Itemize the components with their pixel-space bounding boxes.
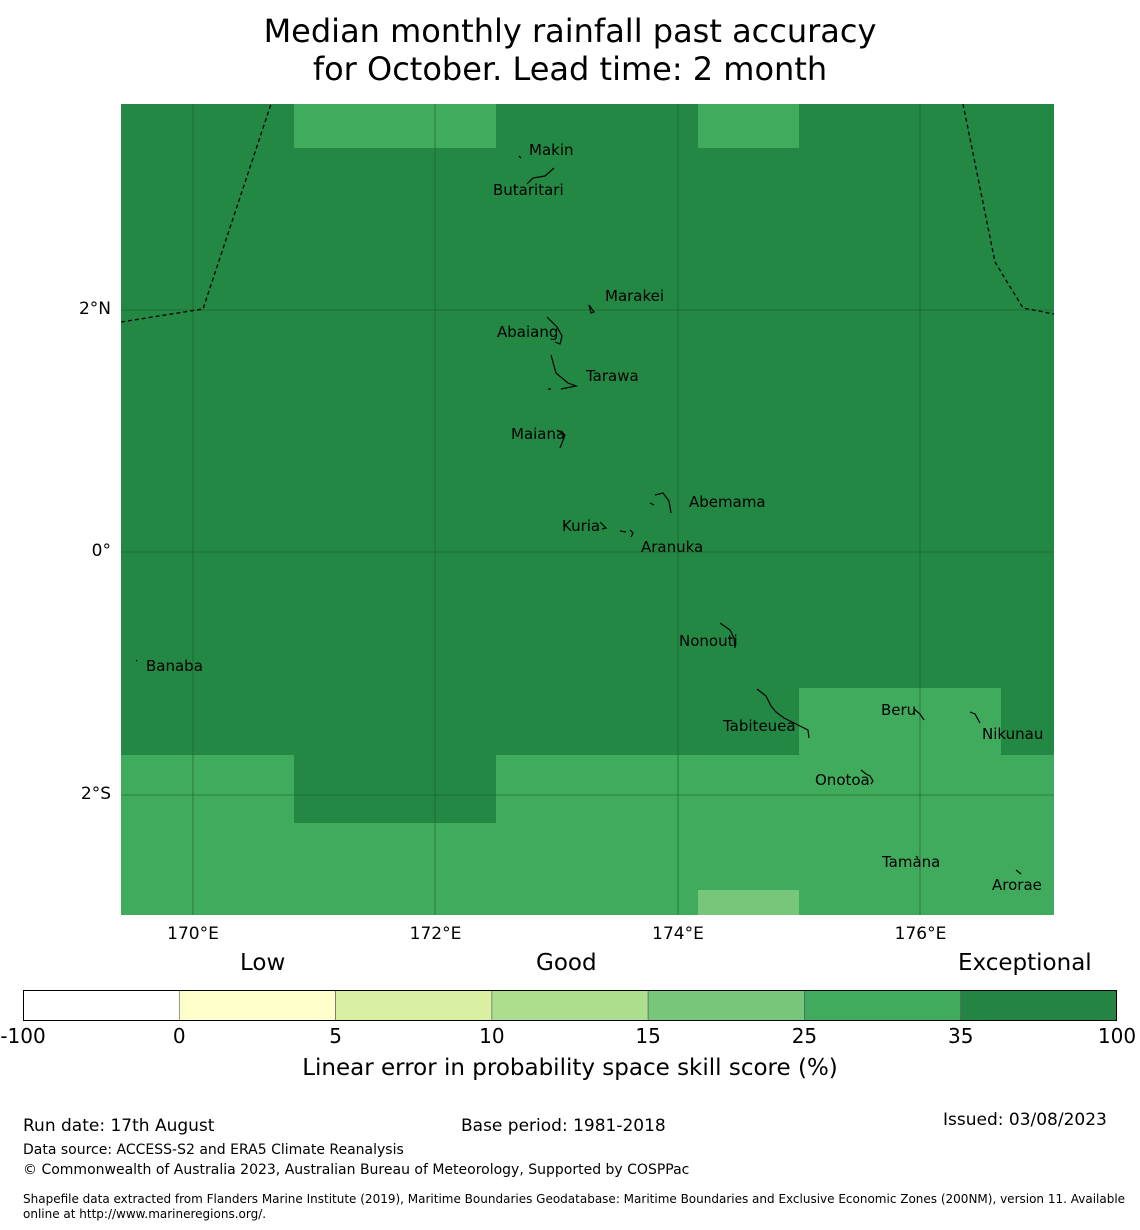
colorbar-tick-label: 15: [635, 1024, 661, 1048]
category-exceptional: Exceptional: [958, 950, 1092, 976]
place-label-maiana: Maiana: [511, 425, 565, 443]
place-label-onotoa: Onotoa: [815, 771, 870, 789]
data-source: Data source: ACCESS-S2 and ERA5 Climate …: [23, 1142, 404, 1158]
place-label-tamana: Tamana: [881, 853, 940, 871]
island-outline-abaiang: [546, 316, 563, 345]
island-outline-tarawa: [548, 354, 579, 390]
skill-cell: [121, 755, 294, 915]
colorbar-label: Linear error in probability space skill …: [302, 1055, 838, 1081]
place-label-beru: Beru: [881, 701, 916, 719]
eez-boundary-west: [120, 103, 272, 323]
base-period: Base period: 1981-2018: [461, 1116, 666, 1136]
issued-date: Issued: 03/08/2023: [943, 1110, 1107, 1130]
island-outline-tabiteuea: [756, 688, 810, 739]
colorbar-border: [23, 990, 1117, 1021]
colorbar-segment: [335, 990, 493, 1021]
colorbar-segment: [804, 990, 962, 1021]
place-label-banaba: Banaba: [146, 657, 203, 675]
place-label-tabiteuea: Tabiteuea: [722, 717, 796, 735]
eez-boundaries: [120, 103, 1055, 323]
colorbar-tick-label: 25: [791, 1024, 818, 1048]
lat-tick-label: 0°: [91, 541, 111, 561]
colorbar-segment: [178, 990, 336, 1021]
skill-cell: [496, 755, 1054, 915]
island-outline-nonouti: [719, 622, 736, 649]
skill-cell: [799, 688, 1001, 755]
copyright: © Commonwealth of Australia 2023, Austra…: [23, 1162, 690, 1178]
island-outline-kuria: [599, 521, 608, 530]
colorbar-tick-label: 5: [329, 1024, 342, 1048]
place-label-aranuka: Aranuka: [641, 538, 703, 556]
place-label-arorae: Arorae: [992, 876, 1042, 894]
skill-cell: [698, 890, 799, 915]
skill-cell: [698, 104, 799, 148]
island-outline-maiana: [556, 429, 566, 449]
colorbar-tick-label: -100: [0, 1024, 46, 1048]
eez-boundary-east: [962, 103, 1055, 315]
lon-tick-label: 170°E: [167, 924, 219, 944]
map-title-line-2: for October. Lead time: 2 month: [312, 50, 828, 88]
island-outline-beru: [913, 708, 925, 721]
category-low: Low: [240, 950, 286, 976]
island-outline-butaritari: [526, 167, 555, 185]
island-outline-makin: [518, 155, 522, 159]
lon-tick-label: 176°E: [894, 924, 947, 944]
place-label-nonouti: Nonouti: [679, 632, 738, 650]
island-outline-marakei: [588, 304, 595, 314]
lat-tick-label: 2°S: [80, 783, 111, 804]
shapefile-credit: Shapefile data extracted from Flanders M…: [23, 1192, 1126, 1221]
run-date: Run date: 17th August: [23, 1116, 215, 1136]
place-labels: Makin Butaritari Marakei Abaiang Tarawa Maian…: [146, 141, 1043, 894]
skill-cell: [294, 823, 496, 915]
colorbar-segment: [491, 990, 649, 1021]
island-outline-onotoa: [860, 769, 874, 785]
island-outline-banaba: [135, 659, 138, 662]
colorbar-tick-label: 10: [479, 1024, 505, 1048]
island-outline-abemama: [649, 492, 672, 514]
skill-map: Makin Butaritari Marakei Abaiang Tarawa Maian…: [120, 103, 1055, 915]
skill-cell: [294, 104, 496, 148]
island-outline-tamana: [915, 855, 919, 859]
colorbar-segment: [23, 990, 180, 1021]
lat-tick-label: 2°N: [78, 298, 111, 319]
map-title-line-1: Median monthly rainfall past accuracy: [263, 12, 877, 50]
lon-tick-label: 174°E: [652, 924, 704, 944]
island-outline-nikunau: [969, 711, 981, 724]
colorbar: [23, 990, 1117, 1021]
place-label-abaiang: Abaiang: [497, 323, 558, 341]
category-good: Good: [536, 950, 597, 976]
lon-tick-label: 172°E: [409, 924, 462, 944]
colorbar-tick-label: 35: [947, 1024, 974, 1048]
place-label-marakei: Marakei: [605, 287, 664, 305]
gridlines: [121, 104, 1054, 915]
place-label-makin: Makin: [529, 141, 574, 159]
place-label-abemama: Abemama: [689, 493, 766, 511]
place-label-butaritari: Butaritari: [493, 181, 564, 199]
island-outlines: [135, 155, 1022, 875]
colorbar-tick-label: 0: [172, 1024, 186, 1048]
island-outline-arorae: [1015, 869, 1022, 875]
colorbar-segment: [647, 990, 805, 1021]
island-outline-aranuka: [619, 529, 634, 538]
place-label-kuria: Kuria: [562, 517, 600, 535]
place-label-nikunau: Nikunau: [982, 725, 1043, 743]
colorbar-segment: [960, 990, 1117, 1021]
place-label-tarawa: Tarawa: [585, 367, 639, 385]
colorbar-tick-label: 100: [1097, 1024, 1137, 1048]
